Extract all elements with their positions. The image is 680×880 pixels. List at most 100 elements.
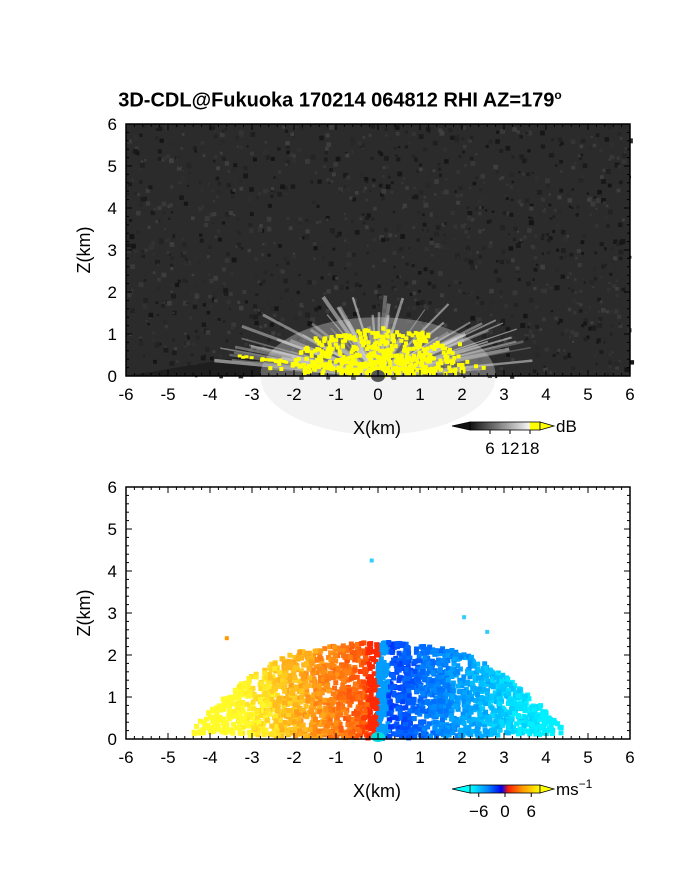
velocity-cell [311,683,317,689]
velocity-cell [430,670,436,676]
noise-cell [280,184,285,190]
noise-cell [599,275,603,279]
noise-cell [164,247,167,251]
velocity-cell [451,661,457,667]
velocity-cell [333,652,339,658]
velocity-cell [485,688,491,694]
velocity-cell [407,716,413,722]
velocity-cell [206,710,212,716]
velocity-cell [478,733,484,739]
noise-cell [560,332,564,336]
noise-cell [598,316,603,322]
noise-cell [515,266,520,271]
noise-cell [467,251,473,257]
velocity-cell [374,649,380,655]
noise-cell [438,271,443,277]
saturated-cell [376,334,381,339]
velocity-cell [324,673,330,679]
velocity-cell [251,691,257,697]
saturated-cell [365,373,370,378]
noise-cell [563,355,568,360]
velocity-cell [461,728,467,734]
velocity-cell [385,687,391,693]
velocity-cell [248,674,254,680]
noise-cell [323,292,326,296]
noise-cell [144,158,147,162]
saturated-cell [362,328,367,333]
noise-cell [285,160,290,165]
noise-cell [547,251,551,255]
velocity-cell [242,719,248,725]
noise-cell [529,293,535,298]
saturated-cell [339,357,344,362]
noise-cell [366,213,371,218]
noise-cell [501,176,505,180]
noise-cell [479,206,483,210]
saturated-cell [397,333,402,338]
velocity-cell [505,688,511,694]
noise-cell [139,336,143,340]
velocity-cell [364,705,370,711]
noise-cell [139,162,145,168]
noise-cell [416,211,421,215]
noise-cell [139,180,143,184]
velocity-cell [337,649,343,655]
saturated-cell [375,366,380,371]
velocity-cell [241,684,247,690]
velocity-cell [242,681,248,687]
noise-cell [346,252,352,258]
saturated-cell [309,350,314,355]
noise-cell [615,293,619,298]
noise-cell [335,234,339,238]
velocity-cell [499,719,505,725]
noise-cell [267,189,270,193]
noise-cell [218,142,222,146]
noise-cell [370,156,374,161]
noise-cell [145,188,150,193]
velocity-cell [322,728,328,733]
noise-cell [411,131,416,137]
noise-cell [505,145,511,151]
noise-cell [468,259,474,265]
velocity-cell [297,699,303,705]
noise-cell [327,181,331,185]
noise-cell [609,332,614,336]
noise-cell [169,141,175,147]
noise-cell [387,184,391,188]
noise-cell [142,303,148,309]
noise-cell [215,195,219,199]
noise-cell [344,267,347,270]
noise-cell [382,166,386,170]
velocity-cell [279,733,285,739]
noise-cell [541,317,547,322]
velocity-cell [323,705,329,711]
velocity-cell [537,716,543,722]
velocity-cell [293,712,299,718]
noise-cell [270,273,274,277]
noise-cell [496,322,500,326]
velocity-cell [475,675,481,681]
noise-cell [603,341,606,344]
velocity-cell [445,652,451,658]
noise-cell [417,270,422,275]
velocity-cell [346,670,352,676]
velocity-cell [366,661,372,667]
noise-cell [352,197,357,202]
colorbar: −6 0 6ms−1 [451,777,593,821]
noise-cell [349,270,353,273]
noise-cell [258,191,262,195]
velocity-cell [474,731,480,737]
noise-cell [499,290,503,294]
saturated-cell [340,339,345,344]
noise-cell [620,284,624,288]
velocity-cell [425,724,431,730]
noise-cell [191,342,195,346]
noise-cell [401,256,404,259]
noise-cell [594,223,599,228]
velocity-cell [406,650,412,656]
noise-cell [393,146,397,150]
velocity-cell [443,661,449,667]
noise-cell [540,130,545,136]
velocity-cell [412,681,418,687]
noise-cell [569,335,572,338]
